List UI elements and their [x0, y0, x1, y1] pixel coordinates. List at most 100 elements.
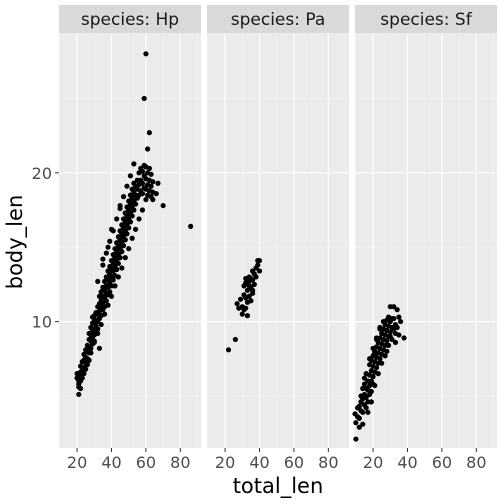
- data-point: [372, 382, 378, 389]
- x-tick-label: 20: [363, 453, 383, 472]
- data-point: [124, 231, 130, 237]
- data-point: [127, 173, 134, 179]
- data-point: [384, 348, 390, 354]
- data-point: [88, 350, 94, 356]
- facet-strip-label: species: Pa: [231, 10, 326, 30]
- data-point: [188, 223, 194, 229]
- data-point: [148, 171, 154, 177]
- data-point: [243, 305, 249, 311]
- x-tick-label: 40: [397, 453, 417, 472]
- data-point: [237, 296, 244, 302]
- data-point: [370, 374, 376, 380]
- data-point: [139, 191, 146, 197]
- data-point: [100, 262, 106, 268]
- data-point: [108, 293, 115, 299]
- data-point: [353, 436, 359, 442]
- data-point: [107, 238, 113, 244]
- x-axis-title: total_len: [233, 474, 324, 499]
- data-point: [105, 244, 111, 250]
- data-point: [139, 180, 146, 186]
- data-point: [119, 249, 125, 255]
- x-tick-label: 40: [101, 453, 121, 472]
- data-point: [256, 268, 263, 274]
- x-tick-label: 60: [136, 453, 156, 472]
- data-point: [239, 311, 245, 317]
- data-point: [396, 314, 402, 320]
- data-point: [361, 381, 368, 387]
- facet-panel: species: Hp 20 40 60 80: [59, 5, 201, 472]
- data-point: [246, 278, 252, 285]
- y-axis-title: body_len: [3, 195, 28, 290]
- data-point: [251, 281, 257, 287]
- data-point: [389, 336, 395, 343]
- data-point: [76, 391, 82, 398]
- data-point: [250, 290, 256, 296]
- data-point: [127, 219, 134, 225]
- data-point: [141, 95, 147, 102]
- panel-background: [355, 33, 497, 448]
- data-point: [160, 202, 166, 209]
- data-point: [356, 424, 362, 430]
- data-point: [373, 335, 380, 341]
- data-point: [120, 243, 127, 249]
- y-axis: 10 20: [32, 164, 59, 332]
- data-point: [353, 420, 359, 426]
- data-point: [253, 274, 259, 280]
- data-point: [84, 359, 90, 365]
- data-point: [126, 225, 132, 231]
- data-point: [361, 375, 368, 381]
- data-point: [105, 302, 111, 308]
- data-point: [250, 268, 256, 274]
- data-point: [132, 226, 139, 232]
- data-point: [394, 307, 400, 313]
- data-point: [375, 371, 381, 377]
- data-point: [363, 405, 369, 411]
- data-point: [379, 360, 385, 366]
- data-point: [256, 257, 263, 264]
- data-point: [373, 365, 380, 371]
- data-point: [102, 311, 108, 317]
- data-point: [146, 130, 152, 136]
- data-point: [232, 336, 238, 343]
- data-point: [354, 405, 361, 411]
- data-point: [95, 278, 101, 285]
- data-point: [139, 207, 146, 213]
- y-tick-label: 10: [32, 313, 52, 332]
- data-point: [110, 277, 116, 283]
- data-point: [392, 330, 399, 337]
- x-tick-label: 80: [318, 453, 338, 472]
- data-point: [103, 250, 109, 256]
- data-point: [377, 324, 383, 331]
- data-point: [146, 165, 152, 171]
- data-point: [115, 260, 121, 267]
- data-point: [126, 246, 132, 252]
- data-point: [244, 313, 251, 319]
- x-tick-label: 20: [67, 453, 87, 472]
- facet-strip: [207, 5, 349, 33]
- data-point: [139, 168, 146, 174]
- data-point: [153, 191, 159, 197]
- data-point: [96, 345, 103, 351]
- data-point: [225, 347, 232, 353]
- data-point: [150, 196, 156, 203]
- data-point: [77, 385, 84, 392]
- data-point: [384, 338, 390, 344]
- data-point: [145, 146, 151, 152]
- data-point: [360, 409, 366, 415]
- data-point: [129, 235, 135, 241]
- data-point: [368, 388, 374, 395]
- data-point: [391, 304, 397, 310]
- data-point: [91, 339, 97, 345]
- data-point: [392, 339, 399, 345]
- data-point: [107, 289, 113, 295]
- data-point: [122, 237, 128, 243]
- data-point: [114, 266, 120, 273]
- data-point: [136, 216, 142, 222]
- data-point: [394, 324, 400, 331]
- x-tick-label: 80: [466, 453, 486, 472]
- data-point: [129, 213, 135, 219]
- data-point: [234, 301, 240, 307]
- data-point: [112, 283, 118, 289]
- data-point: [143, 196, 149, 203]
